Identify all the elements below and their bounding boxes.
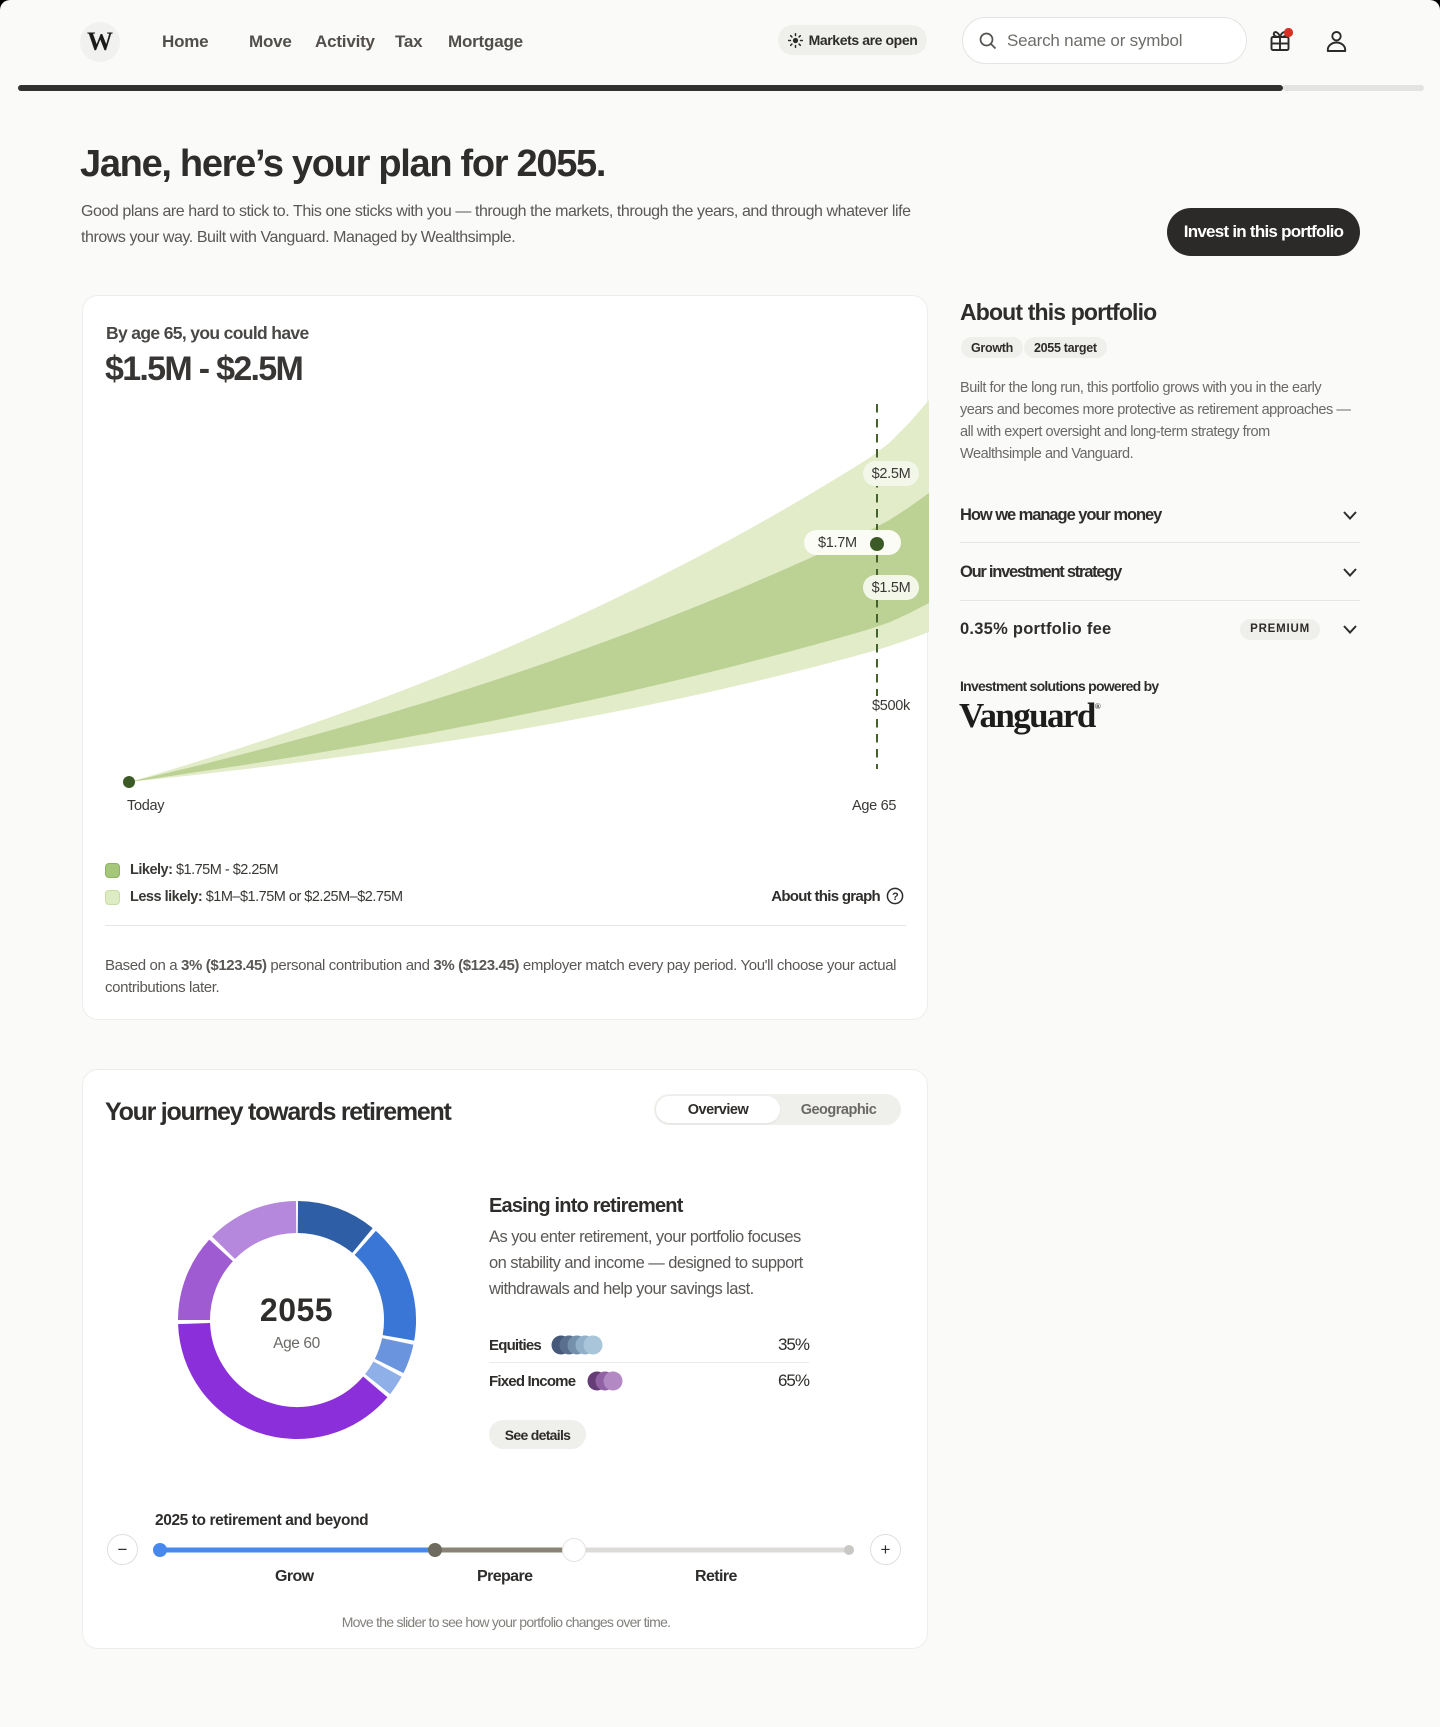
svg-text:?: ? bbox=[892, 891, 899, 903]
